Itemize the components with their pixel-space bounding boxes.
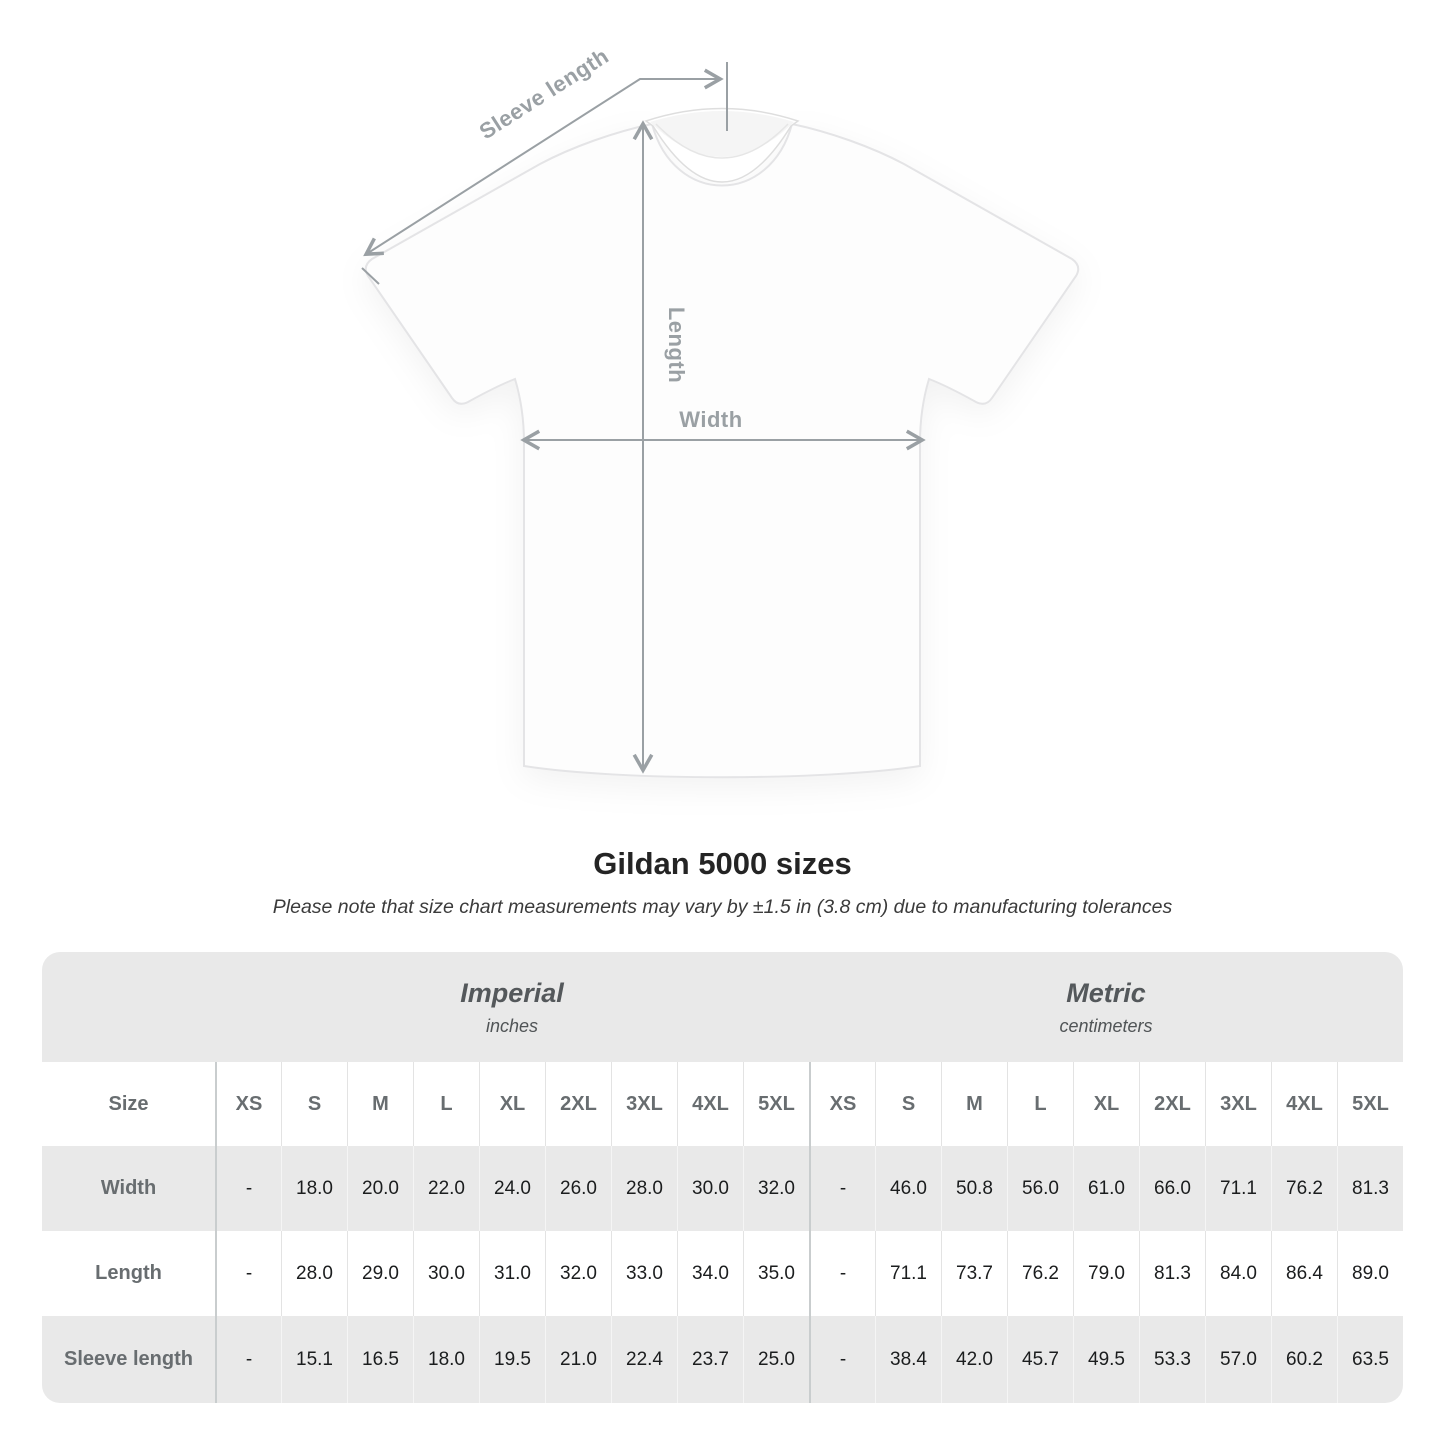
tshirt-outline (364, 122, 1080, 779)
length-imperial-cell: 32.0 (545, 1231, 611, 1316)
width-metric-cell: 71.1 (1205, 1146, 1271, 1231)
sleeve-metric-cell: 63.5 (1337, 1316, 1403, 1403)
width-metric-cell: 66.0 (1139, 1146, 1205, 1231)
sleeve-imperial-cell: 16.5 (347, 1316, 413, 1403)
size-col-imperial-3xl: 3XL (611, 1062, 677, 1146)
sleeve-length-extension-tick (361, 267, 380, 285)
tshirt-measurement-diagram: Sleeve length Length Width (361, 43, 1080, 779)
sleeve-metric-cell: 57.0 (1205, 1316, 1271, 1403)
size-col-imperial-l: L (413, 1062, 479, 1146)
size-col-imperial-5xl: 5XL (743, 1062, 809, 1146)
width-imperial-cell: 32.0 (743, 1146, 809, 1231)
sleeve-imperial-cell: 21.0 (545, 1316, 611, 1403)
size-col-imperial-s: S (281, 1062, 347, 1146)
width-imperial-cell: 28.0 (611, 1146, 677, 1231)
metric-header: Metric centimeters (809, 952, 1403, 1062)
metric-header-unit: centimeters (1059, 1015, 1153, 1036)
width-metric-cell: 56.0 (1007, 1146, 1073, 1231)
width-imperial-cell: 20.0 (347, 1146, 413, 1231)
sleeve-imperial-cell: 18.0 (413, 1316, 479, 1403)
length-metric-cell: 76.2 (1007, 1231, 1073, 1316)
size-col-metric-5xl: 5XL (1337, 1062, 1403, 1146)
width-imperial-cell: 18.0 (281, 1146, 347, 1231)
size-col-imperial-xl: XL (479, 1062, 545, 1146)
length-label: Length (664, 307, 689, 383)
tolerance-note: Please note that size chart measurements… (272, 896, 1173, 918)
length-metric-cell: 73.7 (941, 1231, 1007, 1316)
length-metric-cell: 81.3 (1139, 1231, 1205, 1316)
sleeve-metric-cell: 38.4 (875, 1316, 941, 1403)
sleeve-length-row-label: Sleeve length (42, 1316, 215, 1403)
size-col-imperial-xs: XS (215, 1062, 281, 1146)
length-imperial-cell: 30.0 (413, 1231, 479, 1316)
size-col-metric-m: M (941, 1062, 1007, 1146)
width-imperial-cell: 24.0 (479, 1146, 545, 1231)
size-col-metric-3xl: 3XL (1205, 1062, 1271, 1146)
sleeve-imperial-cell: 23.7 (677, 1316, 743, 1403)
size-col-metric-4xl: 4XL (1271, 1062, 1337, 1146)
width-metric-cell: 76.2 (1271, 1146, 1337, 1231)
size-col-metric-xl: XL (1073, 1062, 1139, 1146)
imperial-header: Imperial inches (215, 952, 809, 1062)
imperial-header-label: Imperial (460, 977, 564, 1008)
size-col-metric-l: L (1007, 1062, 1073, 1146)
size-col-metric-2xl: 2XL (1139, 1062, 1205, 1146)
imperial-header-unit: inches (485, 1015, 539, 1036)
size-col-imperial-2xl: 2XL (545, 1062, 611, 1146)
length-row-label: Length (42, 1231, 215, 1316)
width-metric-cell: - (809, 1146, 875, 1231)
sleeve-imperial-cell: 25.0 (743, 1316, 809, 1403)
width-row-label: Width (42, 1146, 215, 1231)
width-imperial-cell: 30.0 (677, 1146, 743, 1231)
width-metric-cell: 46.0 (875, 1146, 941, 1231)
page-title: Gildan 5000 sizes (593, 846, 852, 881)
sleeve-metric-cell: 60.2 (1271, 1316, 1337, 1403)
sleeve-length-label: Sleeve length (475, 43, 613, 144)
size-row-label: Size (42, 1062, 215, 1146)
size-col-imperial-m: M (347, 1062, 413, 1146)
sleeve-metric-cell: - (809, 1316, 875, 1403)
length-imperial-cell: 29.0 (347, 1231, 413, 1316)
length-metric-cell: 79.0 (1073, 1231, 1139, 1316)
length-metric-cell: 89.0 (1337, 1231, 1403, 1316)
sleeve-imperial-cell: 15.1 (281, 1316, 347, 1403)
width-label: Width (679, 407, 742, 432)
length-imperial-cell: 31.0 (479, 1231, 545, 1316)
length-metric-cell: - (809, 1231, 875, 1316)
length-imperial-cell: 34.0 (677, 1231, 743, 1316)
metric-header-label: Metric (1066, 977, 1146, 1008)
sleeve-imperial-cell: 22.4 (611, 1316, 677, 1403)
width-imperial-cell: - (215, 1146, 281, 1231)
size-col-metric-s: S (875, 1062, 941, 1146)
length-imperial-cell: - (215, 1231, 281, 1316)
sleeve-length-arrow (363, 68, 724, 257)
width-metric-cell: 50.8 (941, 1146, 1007, 1231)
sleeve-imperial-cell: - (215, 1316, 281, 1403)
size-col-imperial-4xl: 4XL (677, 1062, 743, 1146)
sleeve-metric-cell: 49.5 (1073, 1316, 1139, 1403)
sleeve-metric-cell: 42.0 (941, 1316, 1007, 1403)
sleeve-metric-cell: 53.3 (1139, 1316, 1205, 1403)
sleeve-metric-cell: 45.7 (1007, 1316, 1073, 1403)
length-metric-cell: 84.0 (1205, 1231, 1271, 1316)
size-col-metric-xs: XS (809, 1062, 875, 1146)
length-imperial-cell: 35.0 (743, 1231, 809, 1316)
unit-header-spacer (42, 952, 215, 1062)
width-imperial-cell: 26.0 (545, 1146, 611, 1231)
width-metric-cell: 61.0 (1073, 1146, 1139, 1231)
length-metric-cell: 71.1 (875, 1231, 941, 1316)
sleeve-imperial-cell: 19.5 (479, 1316, 545, 1403)
width-imperial-cell: 22.0 (413, 1146, 479, 1231)
length-metric-cell: 86.4 (1271, 1231, 1337, 1316)
width-metric-cell: 81.3 (1337, 1146, 1403, 1231)
length-imperial-cell: 28.0 (281, 1231, 347, 1316)
length-imperial-cell: 33.0 (611, 1231, 677, 1316)
size-chart-table: Imperial inches Metric centimeters Size … (42, 952, 1403, 1403)
